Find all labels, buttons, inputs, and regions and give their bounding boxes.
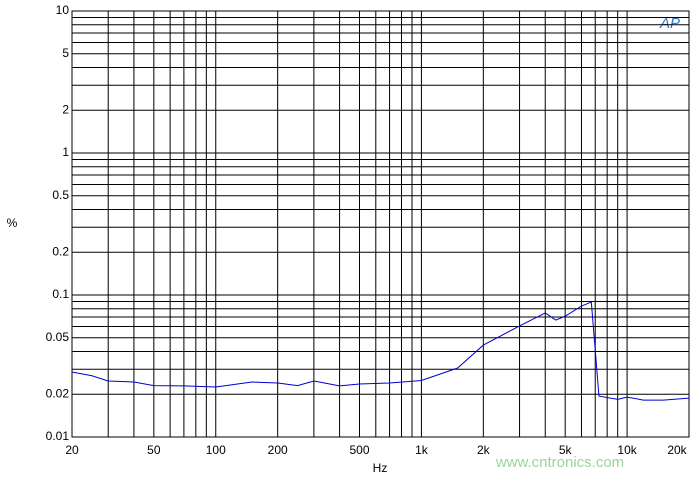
x-axis-label: Hz [373, 461, 388, 475]
y-tick-label: 0.01 [46, 429, 70, 443]
x-tick-label: 1k [415, 443, 429, 457]
x-tick-label: 500 [349, 443, 369, 457]
plot-frame [71, 10, 690, 438]
y-tick-label: 0.05 [46, 330, 70, 344]
x-tick-label: 20k [667, 443, 687, 457]
y-tick-label: 2 [62, 102, 69, 116]
data-line [71, 301, 690, 401]
x-tick-label: 2k [477, 443, 491, 457]
x-tick-label: 100 [206, 443, 226, 457]
y-tick-label: 0.2 [52, 244, 69, 258]
y-tick-label: 10 [56, 3, 70, 17]
y-tick-label: 1 [62, 145, 69, 159]
y-tick-label: 5 [62, 46, 69, 60]
x-tick-label: 10k [617, 443, 637, 457]
y-tick-label: 0.5 [52, 188, 69, 202]
logo: AP [659, 15, 680, 32]
x-tick-label: 50 [147, 443, 161, 457]
x-tick-label: 5k [559, 443, 573, 457]
y-tick-label: 0.1 [52, 287, 69, 301]
y-tick-label: 0.02 [46, 386, 70, 400]
watermark: www.cntronics.com [495, 454, 624, 471]
y-axis-label: % [7, 216, 18, 230]
x-tick-label: 20 [65, 443, 79, 457]
x-tick-label: 200 [268, 443, 288, 457]
